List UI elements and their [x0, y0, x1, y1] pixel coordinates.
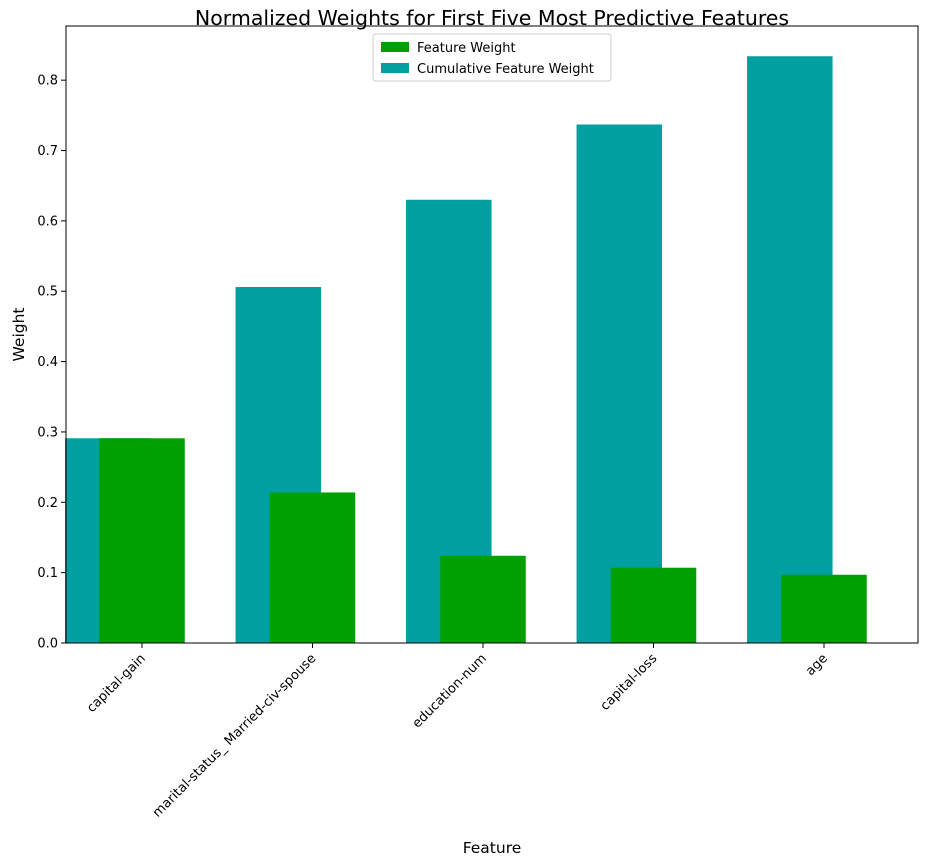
bar-cumulative-4 — [747, 56, 833, 643]
y-tick-label-0: 0.0 — [37, 637, 58, 652]
legend-label-0: Feature Weight — [417, 41, 516, 56]
bars-group — [65, 56, 867, 644]
x-tick-label-2: education-num — [410, 651, 490, 731]
bar-cumulative-3 — [576, 124, 663, 643]
y-tick-label-3: 0.3 — [37, 425, 58, 440]
y-tick-label-5: 0.5 — [37, 285, 58, 300]
x-tick-label-3: capital-loss — [598, 651, 661, 714]
legend-label-1: Cumulative Feature Weight — [417, 62, 594, 77]
legend-swatch-1 — [381, 63, 409, 73]
y-tick-label-1: 0.1 — [37, 566, 58, 581]
y-axis-label: Weight — [10, 307, 28, 361]
x-tick-label-4: age — [803, 651, 831, 679]
bar-feature-3 — [610, 567, 697, 643]
legend-swatch-0 — [381, 42, 409, 52]
x-tick-label-1: marital-status_ Married-civ-spouse — [150, 651, 319, 820]
y-tick-label-7: 0.7 — [37, 144, 58, 159]
bar-feature-4 — [781, 574, 867, 643]
bar-feature-1 — [269, 492, 356, 643]
y-axis: 0.0 0.1 0.2 0.3 0.4 0.5 0.6 0.7 0.8 — [37, 74, 66, 652]
legend-box — [372, 33, 612, 82]
y-tick-label-6: 0.6 — [37, 214, 58, 229]
x-axis: capital-gain marital-status_ Married-civ-… — [84, 643, 831, 821]
y-tick-label-2: 0.2 — [37, 496, 58, 511]
plot-frame — [65, 25, 919, 644]
legend: Feature Weight Cumulative Feature Weight — [372, 33, 612, 82]
y-tick-label-8: 0.8 — [37, 74, 58, 89]
y-tick-label-4: 0.4 — [37, 355, 58, 370]
bar-feature-0 — [99, 438, 185, 643]
x-axis-label: Feature — [463, 839, 522, 857]
x-tick-label-0: capital-gain — [84, 651, 149, 716]
bar-feature-2 — [440, 555, 526, 643]
